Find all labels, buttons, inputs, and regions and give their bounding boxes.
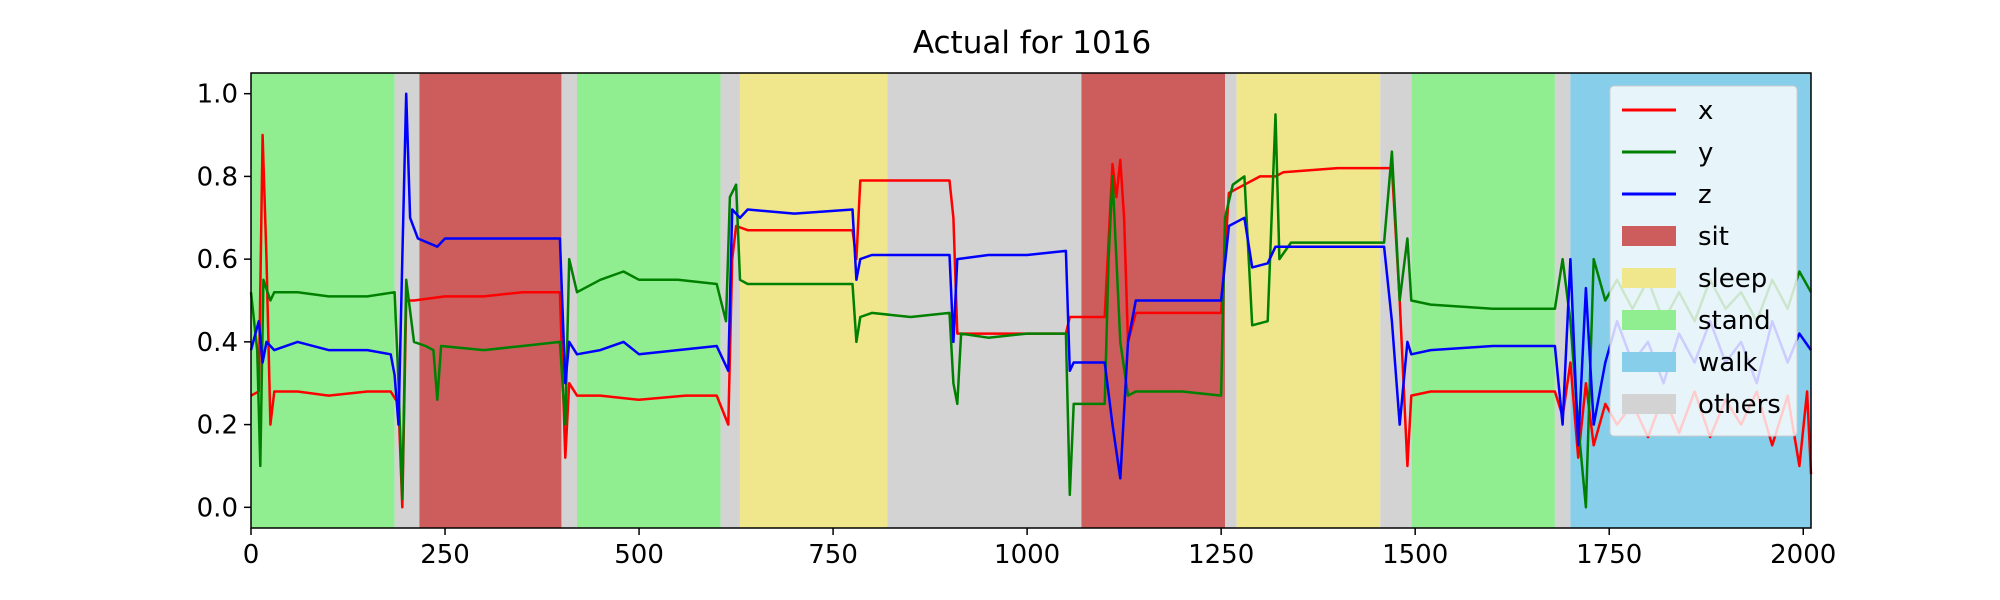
plot-frame bbox=[250, 72, 1812, 529]
band-sit bbox=[419, 73, 562, 528]
legend-label-stand: stand bbox=[1698, 306, 1771, 336]
legend-label-sit: sit bbox=[1698, 222, 1729, 252]
band-others bbox=[1225, 73, 1237, 528]
legend-label-sleep: sleep bbox=[1698, 264, 1767, 294]
band-stand bbox=[576, 73, 721, 528]
legend-box bbox=[1609, 85, 1798, 437]
x-tick-label: 250 bbox=[420, 540, 470, 570]
y-tick-label: 0.8 bbox=[197, 162, 238, 192]
legend-label-others: others bbox=[1698, 390, 1781, 420]
legend: xyz sit sleep stand walk others bbox=[1609, 85, 1798, 437]
legend-swatch-sleep bbox=[1622, 268, 1676, 288]
band-stand bbox=[251, 73, 395, 528]
x-tick-label: 1500 bbox=[1382, 540, 1448, 570]
y-tick-label: 1.0 bbox=[197, 80, 238, 110]
activity-bands bbox=[251, 73, 1811, 528]
x-tick-label: 0 bbox=[243, 540, 260, 570]
legend-swatch-stand bbox=[1622, 310, 1676, 330]
y-tick-label: 0.4 bbox=[197, 328, 238, 358]
band-sleep bbox=[1236, 73, 1381, 528]
x-tick-label: 750 bbox=[808, 540, 858, 570]
legend-swatch-sit bbox=[1622, 226, 1676, 246]
legend-swatch-others bbox=[1622, 394, 1676, 414]
y-tick-label: 0.0 bbox=[197, 493, 238, 523]
x-tick-label: 500 bbox=[614, 540, 664, 570]
band-sleep bbox=[739, 73, 888, 528]
legend-label-walk: walk bbox=[1698, 348, 1757, 378]
x-tick-label: 1000 bbox=[994, 540, 1060, 570]
x-tick-label: 2000 bbox=[1770, 540, 1836, 570]
legend-label-y: y bbox=[1698, 138, 1713, 168]
chart-title: Actual for 1016 bbox=[913, 25, 1151, 61]
series-line-z bbox=[249, 92, 1813, 480]
band-others bbox=[1554, 73, 1571, 528]
legend-label-z: z bbox=[1698, 180, 1712, 210]
x-tick-label: 1250 bbox=[1188, 540, 1254, 570]
legend-swatch-walk bbox=[1622, 352, 1676, 372]
y-tick-label: 0.2 bbox=[197, 411, 238, 441]
y-axis: 0.0 0.2 0.4 0.6 0.8 1.0 bbox=[197, 80, 251, 523]
legend-label-x: x bbox=[1698, 96, 1713, 126]
band-stand bbox=[1411, 73, 1555, 528]
y-tick-label: 0.6 bbox=[197, 245, 238, 275]
series-line-y bbox=[249, 113, 1813, 509]
band-others bbox=[887, 73, 1082, 528]
x-axis: 0 250 500 750 1000 1250 1500 1750 2000 bbox=[243, 528, 1836, 570]
x-tick-label: 1750 bbox=[1576, 540, 1642, 570]
